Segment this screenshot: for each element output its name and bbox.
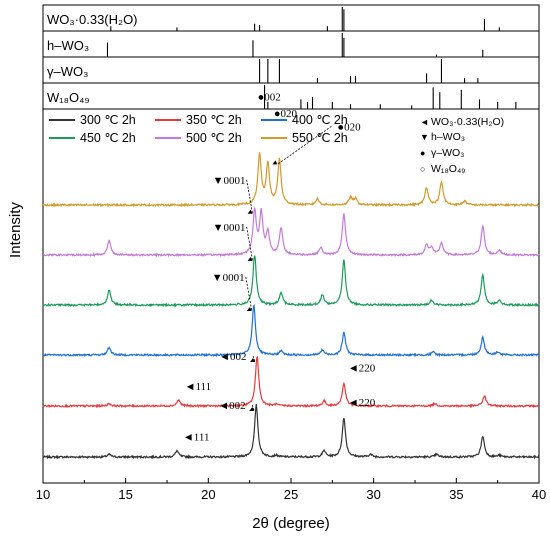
x-axis: 10 15 20 25 30 35 40: [36, 478, 546, 502]
peak-annotation-label: ▼0001: [213, 175, 246, 187]
y-axis-label: Intensity: [7, 202, 24, 258]
legend-label: 400 ℃ 2h: [292, 113, 348, 127]
peak-annotation-label: ◄002: [219, 351, 246, 363]
legend-label: 450 ℃ 2h: [80, 131, 136, 145]
phase-legend-marker: ◄: [420, 117, 429, 127]
phase-legend-marker: ●: [420, 148, 425, 158]
phase-legend-marker: ○: [420, 164, 425, 174]
legend-label: 550 ℃ 2h: [292, 131, 348, 145]
x-tick-label: 30: [366, 487, 380, 502]
annotation-arrowhead: [249, 406, 255, 411]
reference-panel-label: W₁₈O₄₉: [47, 90, 90, 105]
annotation-arrowhead: [250, 357, 256, 362]
peak-annotation-label: ◄220: [348, 362, 376, 374]
peak-annotation-label: ▼0001: [213, 222, 246, 234]
series-line: [42, 404, 540, 460]
peak-annotation-label: ●020: [337, 121, 361, 133]
annotation-arrowhead: [272, 160, 278, 165]
series-line: [42, 303, 540, 358]
xrd-main-plot: ●002 ●020 ●020 ▼0001 ▼0001 ▼0001 ◄002 ◄111 ◄220 ◄…: [42, 91, 540, 484]
reference-panel-label: h–WO₃: [47, 38, 89, 53]
phase-legend-label: WO₃·0.33(H₂O): [431, 116, 504, 128]
peak-annotation-label: ◄111: [185, 381, 212, 393]
peak-annotation-label: ◄220: [348, 397, 376, 409]
annotation-arrowhead: [247, 209, 253, 214]
phase-legend-marker: ▼: [420, 132, 429, 142]
legend-label: 300 ℃ 2h: [80, 113, 136, 127]
x-tick-label: 40: [532, 487, 546, 502]
x-tick-label: 10: [36, 487, 50, 502]
reference-panel-label: γ–WO₃: [47, 64, 88, 79]
annotation-arrowhead: [247, 256, 253, 261]
x-tick-label: 15: [118, 487, 132, 502]
phase-legend-label: W₁₈O₄₉: [431, 163, 465, 175]
peak-annotation-label: ▼0001: [212, 272, 245, 284]
annotation-arrow: [245, 276, 253, 312]
annotation-arrow: [246, 226, 254, 261]
annotation-arrowhead: [246, 306, 252, 311]
series-line: [42, 356, 539, 409]
annotation-arrow: [251, 404, 255, 412]
x-tick-label: 25: [284, 487, 298, 502]
legend-label: 350 ℃ 2h: [186, 113, 242, 127]
x-tick-label: 20: [201, 487, 215, 502]
series-legend: 300 ℃ 2h 350 ℃ 2h 400 ℃ 2h 450 ℃ 2h 500 ℃ 2h…: [49, 113, 348, 145]
x-tick-label: 35: [449, 487, 463, 502]
peak-annotation-label: ◄111: [183, 432, 210, 444]
reference-pattern-panels: WO₃·0.33(H₂O) h–WO₃ γ–WO₃ W₁₈O₄₉: [42, 4, 540, 110]
peak-annotation-label: ●020: [274, 108, 298, 120]
phase-legend: ◄ WO₃·0.33(H₂O)▼ h–WO₃ ● γ–WO₃ ○ W₁₈O₄₉: [420, 116, 504, 175]
series-line: [42, 152, 540, 208]
phase-legend-label: h–WO₃: [431, 131, 465, 143]
legend-label: 500 ℃ 2h: [186, 131, 242, 145]
annotation-arrow: [246, 179, 254, 214]
peak-annotation-label: ◄002: [218, 400, 245, 412]
annotation-arrow: [252, 355, 256, 363]
series-line: [42, 206, 540, 258]
x-axis-label: 2θ (degree): [252, 515, 330, 532]
peak-annotation-label: ●002: [258, 91, 281, 103]
phase-legend-label: γ–WO₃: [431, 147, 464, 159]
reference-panel-label: WO₃·0.33(H₂O): [47, 12, 138, 27]
annotation-arrow: [277, 126, 332, 165]
series-line: [42, 255, 540, 308]
peak-annotations: ●002 ●020 ●020 ▼0001 ▼0001 ▼0001 ◄002 ◄111 ◄220 ◄…: [183, 91, 376, 443]
